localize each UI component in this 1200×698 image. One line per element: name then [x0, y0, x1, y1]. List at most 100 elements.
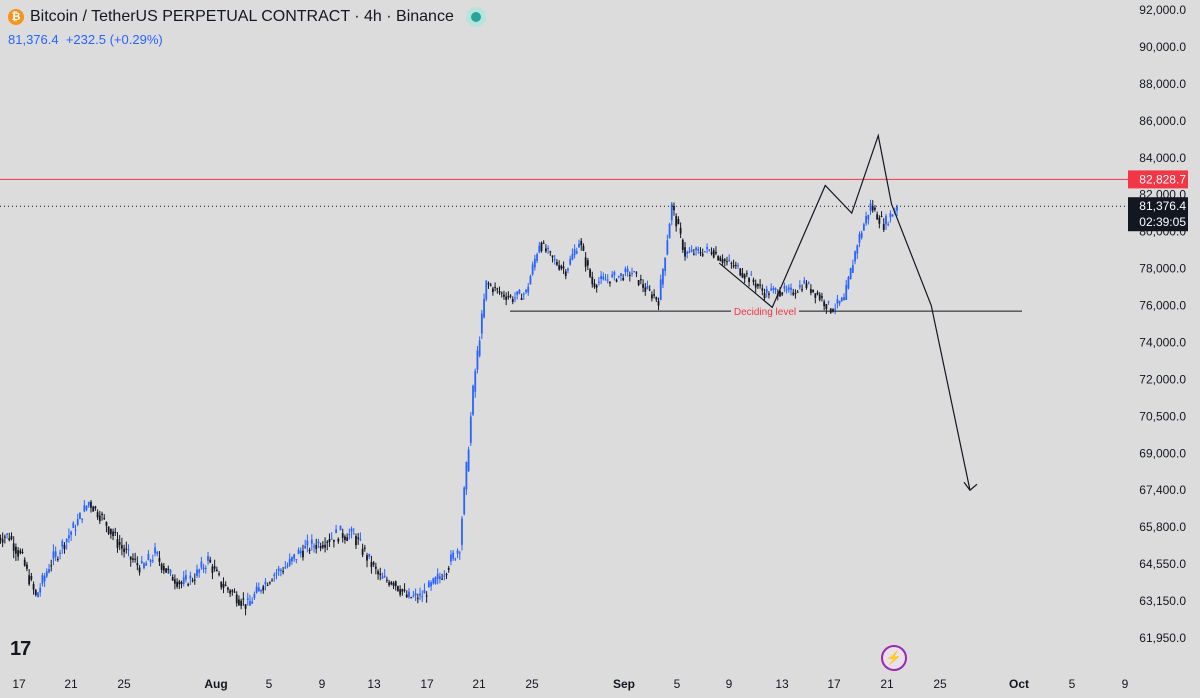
- price-axis[interactable]: 92,000.0 90,000.0 88,000.0 86,000.0 84,000.0…: [1128, 3, 1188, 645]
- candle-body: [390, 582, 393, 585]
- candle-body: [774, 288, 777, 290]
- candle-body: [271, 580, 273, 582]
- candle-body: [176, 581, 179, 587]
- candle-body: [582, 245, 585, 251]
- candle-body: [887, 224, 890, 226]
- candle-body: [485, 280, 488, 300]
- candle-body: [856, 245, 859, 254]
- candle-body: [96, 512, 99, 518]
- symbol-title[interactable]: Bitcoin / TetherUS PERPETUAL CONTRACT · …: [30, 8, 454, 25]
- candle-body: [511, 299, 514, 302]
- time-axis[interactable]: 17 21 25 Aug 5 9 13 17 21 25 Sep 5 9 13 17 21 25 Oct 5 9: [12, 677, 1128, 691]
- candle-body: [626, 268, 629, 272]
- candle-body: [876, 214, 879, 220]
- candle-body: [162, 565, 165, 571]
- candle-body: [670, 203, 673, 221]
- candle-body: [489, 284, 492, 286]
- projection-arrowhead: [963, 481, 978, 492]
- candle-body: [293, 554, 296, 559]
- candle-body: [361, 548, 364, 555]
- candle-body: [695, 247, 697, 251]
- candle-body: [65, 538, 68, 542]
- candle-body: [145, 563, 148, 566]
- candle-body: [410, 597, 413, 599]
- candle-body: [617, 275, 620, 277]
- candle-body: [350, 528, 353, 532]
- lightning-icon[interactable]: ⚡: [881, 645, 907, 671]
- candle-body: [527, 286, 530, 293]
- candle-body: [421, 596, 424, 598]
- time-tick-label: 9: [1122, 677, 1129, 691]
- candle-body: [458, 552, 461, 554]
- candle-body: [185, 575, 187, 580]
- candle-body: [737, 265, 739, 267]
- time-tick-label: 21: [472, 677, 486, 691]
- candle-body: [352, 533, 355, 535]
- candle-body: [240, 600, 243, 606]
- market-status-icon[interactable]: [465, 7, 486, 27]
- candle-body: [445, 574, 448, 576]
- candle-body: [1, 539, 4, 543]
- time-tick-label: 9: [726, 677, 733, 691]
- resistance-price-tag: [1128, 170, 1188, 189]
- candle-body: [809, 289, 812, 293]
- candle-body: [319, 546, 322, 549]
- candle-body: [98, 515, 101, 522]
- candle-body: [284, 567, 287, 569]
- candle-body: [220, 581, 223, 588]
- candle-body: [469, 416, 472, 443]
- candle-body: [383, 575, 386, 578]
- candle-body: [112, 531, 114, 536]
- price-tick-label: 84,000.0: [1139, 151, 1186, 165]
- current-price-label: 81,376.4: [1139, 199, 1186, 213]
- tradingview-logo[interactable]: 17: [10, 638, 31, 660]
- candle-body: [752, 279, 755, 283]
- candle-body: [405, 594, 408, 598]
- candle-body: [304, 545, 307, 549]
- candle-body: [348, 534, 351, 536]
- candle-body: [344, 536, 346, 540]
- candle-body: [730, 262, 733, 264]
- candle-body: [242, 598, 245, 600]
- candle-body: [869, 203, 872, 211]
- candle-body: [17, 550, 20, 557]
- candle-body: [584, 257, 587, 267]
- candle-body: [814, 293, 817, 298]
- candle-body: [147, 554, 150, 561]
- time-tick-label: 17: [827, 677, 841, 691]
- candle-body: [423, 589, 426, 594]
- candle-body: [544, 248, 547, 252]
- candle-body: [849, 268, 852, 280]
- candle-body: [768, 293, 770, 295]
- candle-body: [211, 566, 214, 573]
- candle-body: [50, 565, 53, 567]
- price-change: +232.5: [65, 32, 106, 47]
- candle-body: [74, 529, 77, 531]
- candle-body: [125, 548, 128, 550]
- candle-body: [249, 600, 251, 606]
- candle-body: [578, 243, 580, 248]
- candle-body: [518, 289, 521, 294]
- candle-body: [514, 297, 516, 299]
- time-tick-label: 25: [525, 677, 539, 691]
- candle-body: [483, 298, 485, 318]
- candle-body: [180, 582, 183, 585]
- candle-body: [434, 577, 437, 584]
- candle-body: [127, 549, 130, 551]
- candle-body: [321, 545, 324, 548]
- candle-body: [821, 296, 823, 298]
- candle-body: [858, 234, 861, 243]
- candle-body: [32, 584, 35, 590]
- candle-body: [101, 513, 103, 516]
- candle-body: [52, 551, 55, 559]
- candle-body: [569, 258, 572, 265]
- candle-body: [37, 592, 39, 598]
- candle-body: [549, 251, 552, 253]
- candle-body: [690, 249, 693, 252]
- candle-body: [34, 589, 37, 596]
- candle-body: [394, 581, 397, 587]
- candle-body: [92, 506, 95, 512]
- candle-body: [807, 282, 810, 284]
- candle-body: [606, 279, 609, 281]
